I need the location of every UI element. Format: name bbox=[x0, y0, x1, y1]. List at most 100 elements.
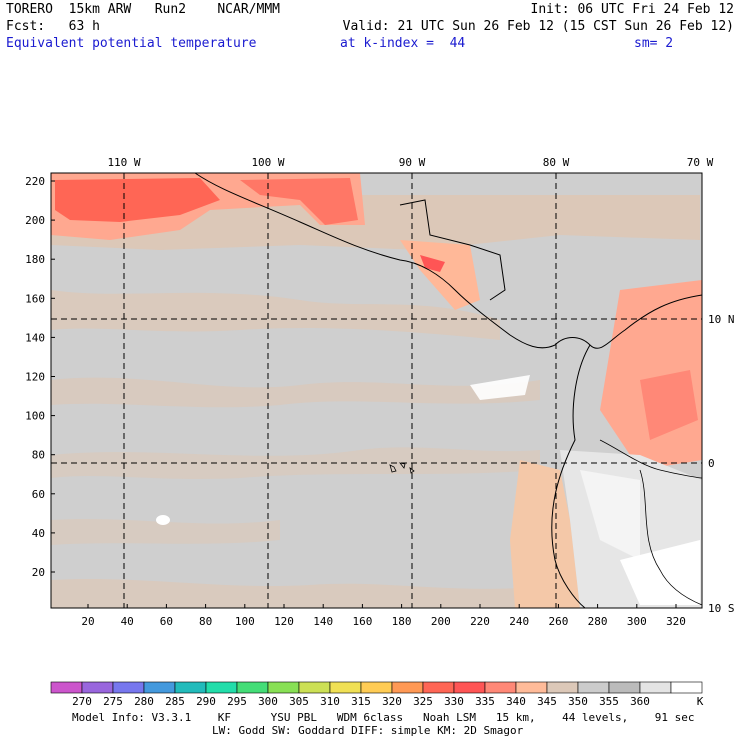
peach-region-coast bbox=[510, 460, 580, 608]
tan-band-1 bbox=[51, 290, 500, 340]
x-tick-label: 120 bbox=[274, 615, 294, 628]
top-lon-labels: 110 W 100 W 90 W 80 W 70 W bbox=[107, 156, 713, 169]
colorbar-swatch bbox=[81, 681, 114, 694]
x-tick-label: 180 bbox=[392, 615, 412, 628]
physics-info: LW: Godd SW: Goddard DIFF: simple KM: 2D… bbox=[212, 724, 524, 737]
y-tick-label: 220 bbox=[25, 175, 45, 188]
x-tick-label: 320 bbox=[666, 615, 686, 628]
colorbar-level-label: 355 bbox=[599, 695, 619, 708]
hot-region-venezuela bbox=[640, 370, 698, 440]
map-frame bbox=[50, 172, 703, 609]
x-tick-label: 240 bbox=[509, 615, 529, 628]
white-region-amazon-1 bbox=[580, 470, 640, 560]
organization: NCAR/MMM bbox=[217, 2, 280, 17]
left-y-ticks: 220 200 180 160 140 120 100 80 60 40 20 bbox=[25, 175, 55, 579]
colorbar-level-label: 290 bbox=[196, 695, 216, 708]
axes: 110 W 100 W 90 W 80 W 70 W 10 N 0 10 S 2… bbox=[25, 156, 734, 628]
lat-label: 10 N bbox=[708, 313, 735, 326]
colorbar-level-label: 280 bbox=[134, 695, 154, 708]
border-peru-brazil bbox=[639, 469, 703, 606]
y-tick-label: 120 bbox=[25, 371, 45, 384]
run-name: Run2 bbox=[154, 2, 187, 17]
colorbar: 270 275 280 285 290 295 300 305 310 315 320 325 330 3… bbox=[50, 681, 704, 708]
y-tick-label: 160 bbox=[25, 292, 45, 305]
level-info: at k-index = 44 bbox=[340, 36, 466, 51]
forecast-hour: Fcst: 63 h bbox=[6, 20, 100, 34]
fcst-value: 63 h bbox=[68, 19, 100, 34]
map-panel bbox=[50, 172, 703, 609]
colorbar-swatch bbox=[639, 681, 672, 694]
colorbar-swatch bbox=[670, 681, 703, 694]
colorbar-swatch bbox=[143, 681, 176, 694]
colorbar-level-label: 305 bbox=[289, 695, 309, 708]
colorbar-level-label: 330 bbox=[444, 695, 464, 708]
y-tick-label: 200 bbox=[25, 214, 45, 227]
lon-label: 90 W bbox=[399, 156, 426, 169]
x-tick-label: 140 bbox=[313, 615, 333, 628]
colorbar-level-label: 340 bbox=[506, 695, 526, 708]
colorbar-swatch bbox=[329, 681, 362, 694]
model-resolution: 15km ARW bbox=[68, 2, 132, 17]
colorbar-swatch bbox=[205, 681, 238, 694]
colorbar-swatch bbox=[484, 681, 517, 694]
x-tick-label: 220 bbox=[470, 615, 490, 628]
y-tick-label: 100 bbox=[25, 410, 45, 423]
header-line-1: TORERO 15km ARW Run2 NCAR/MMM bbox=[6, 3, 280, 17]
colorbar-swatch bbox=[50, 681, 83, 694]
lon-label: 110 W bbox=[107, 156, 140, 169]
coastline-south-america bbox=[551, 344, 591, 609]
y-tick-label: 140 bbox=[25, 331, 45, 344]
lat-label: 0 bbox=[708, 457, 715, 470]
y-tick-label: 80 bbox=[32, 449, 45, 462]
colorbar-level-label: 310 bbox=[320, 695, 340, 708]
hot-region-mexico bbox=[240, 178, 358, 225]
x-tick-label: 40 bbox=[121, 615, 134, 628]
smoothing-info: sm= 2 bbox=[634, 36, 674, 51]
x-tick-label: 300 bbox=[627, 615, 647, 628]
bottom-x-ticks: 20 40 60 80 100 120 140 160 180 200 220 240 260 280 30… bbox=[81, 604, 686, 628]
y-tick-label: 60 bbox=[32, 488, 45, 501]
lon-label: 100 W bbox=[251, 156, 284, 169]
init-time: Init: 06 UTC Fri 24 Feb 12 bbox=[530, 2, 735, 17]
colorbar-level-label: 315 bbox=[351, 695, 371, 708]
colorbar-unit: K bbox=[697, 695, 704, 708]
x-tick-label: 260 bbox=[548, 615, 568, 628]
colorbar-level-label: 285 bbox=[165, 695, 185, 708]
model-name: TORERO bbox=[6, 2, 53, 17]
colorbar-swatch bbox=[577, 681, 610, 694]
coastline-caribbean bbox=[399, 199, 506, 301]
tan-band-5 bbox=[51, 578, 520, 608]
white-patch-ocean bbox=[470, 375, 530, 400]
y-tick-label: 40 bbox=[32, 527, 45, 540]
colorbar-level-label: 335 bbox=[475, 695, 495, 708]
white-region-amazon-2 bbox=[620, 540, 700, 605]
field-name: Equivalent potential temperature bbox=[6, 36, 257, 51]
colorbar-swatch bbox=[422, 681, 455, 694]
tan-band-2 bbox=[51, 377, 540, 408]
x-tick-label: 200 bbox=[431, 615, 451, 628]
colorbar-level-label: 350 bbox=[568, 695, 588, 708]
y-tick-label: 180 bbox=[25, 253, 45, 266]
lon-label: 80 W bbox=[543, 156, 570, 169]
colorbar-level-label: 345 bbox=[537, 695, 557, 708]
right-lat-labels: 10 N 0 10 S bbox=[708, 313, 735, 615]
colorbar-level-label: 300 bbox=[258, 695, 278, 708]
x-tick-label: 80 bbox=[199, 615, 212, 628]
coastline-pacific bbox=[194, 172, 703, 349]
colorbar-swatch bbox=[112, 681, 145, 694]
x-tick-label: 20 bbox=[81, 615, 94, 628]
x-tick-label: 60 bbox=[160, 615, 173, 628]
colorbar-swatch bbox=[236, 681, 269, 694]
fcst-label: Fcst: bbox=[6, 19, 46, 34]
colorbar-level-label: 360 bbox=[630, 695, 650, 708]
lon-label: 70 W bbox=[687, 156, 714, 169]
x-tick-label: 280 bbox=[588, 615, 608, 628]
colorbar-swatch bbox=[391, 681, 424, 694]
colorbar-swatch bbox=[608, 681, 641, 694]
colorbar-level-label: 320 bbox=[382, 695, 402, 708]
tan-band-4 bbox=[51, 518, 280, 545]
model-info: Model Info: V3.3.1 KF YSU PBL WDM 6class… bbox=[72, 711, 695, 724]
white-spot-ocean bbox=[156, 515, 170, 525]
colorbar-swatch bbox=[174, 681, 207, 694]
